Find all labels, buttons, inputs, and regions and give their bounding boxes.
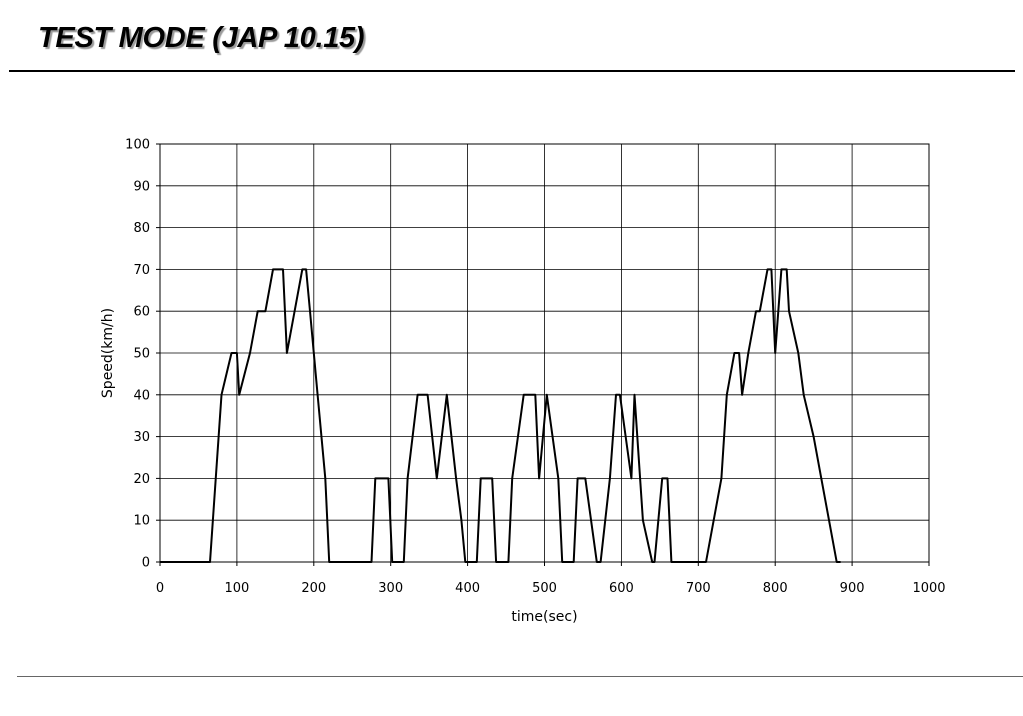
- x-tick-label: 1000: [912, 581, 945, 596]
- x-tick-label: 800: [763, 581, 788, 596]
- x-tick-label: 700: [686, 581, 711, 596]
- x-tick-label: 400: [455, 581, 480, 596]
- x-axis-label: time(sec): [511, 609, 577, 625]
- y-tick-label: 40: [133, 388, 150, 403]
- y-tick-label: 0: [142, 556, 150, 571]
- y-tick-label: 70: [133, 263, 150, 278]
- x-tick-label: 200: [301, 581, 326, 596]
- y-tick-label: 20: [133, 472, 150, 487]
- y-tick-label: 30: [133, 430, 150, 445]
- y-tick-label: 100: [125, 138, 150, 153]
- slide-title: TEST MODE (JAP 10.15): [38, 22, 365, 54]
- x-tick-label: 500: [532, 581, 557, 596]
- y-tick-label: 90: [133, 179, 150, 194]
- series-group: [160, 268, 841, 563]
- chart-grid: [159, 143, 930, 563]
- y-tick-label: 80: [133, 221, 150, 236]
- y-tick-label: 50: [133, 347, 150, 362]
- axis-ticks: 0 100 200 300 400 500 600 700 800 900 1000 0 10 20 30 4…: [125, 138, 945, 597]
- x-tick-label: 0: [156, 581, 164, 596]
- title-underline: [9, 70, 1015, 72]
- x-tick-label: 600: [609, 581, 634, 596]
- x-tick-label: 900: [840, 581, 865, 596]
- x-tick-label: 300: [378, 581, 403, 596]
- x-tick-label: 100: [224, 581, 249, 596]
- y-tick-label: 60: [133, 305, 150, 320]
- footer-rule: [17, 676, 1023, 677]
- y-axis-label: Speed(km/h): [100, 308, 116, 398]
- speed-series-line: [160, 268, 841, 563]
- y-tick-label: 10: [133, 514, 150, 529]
